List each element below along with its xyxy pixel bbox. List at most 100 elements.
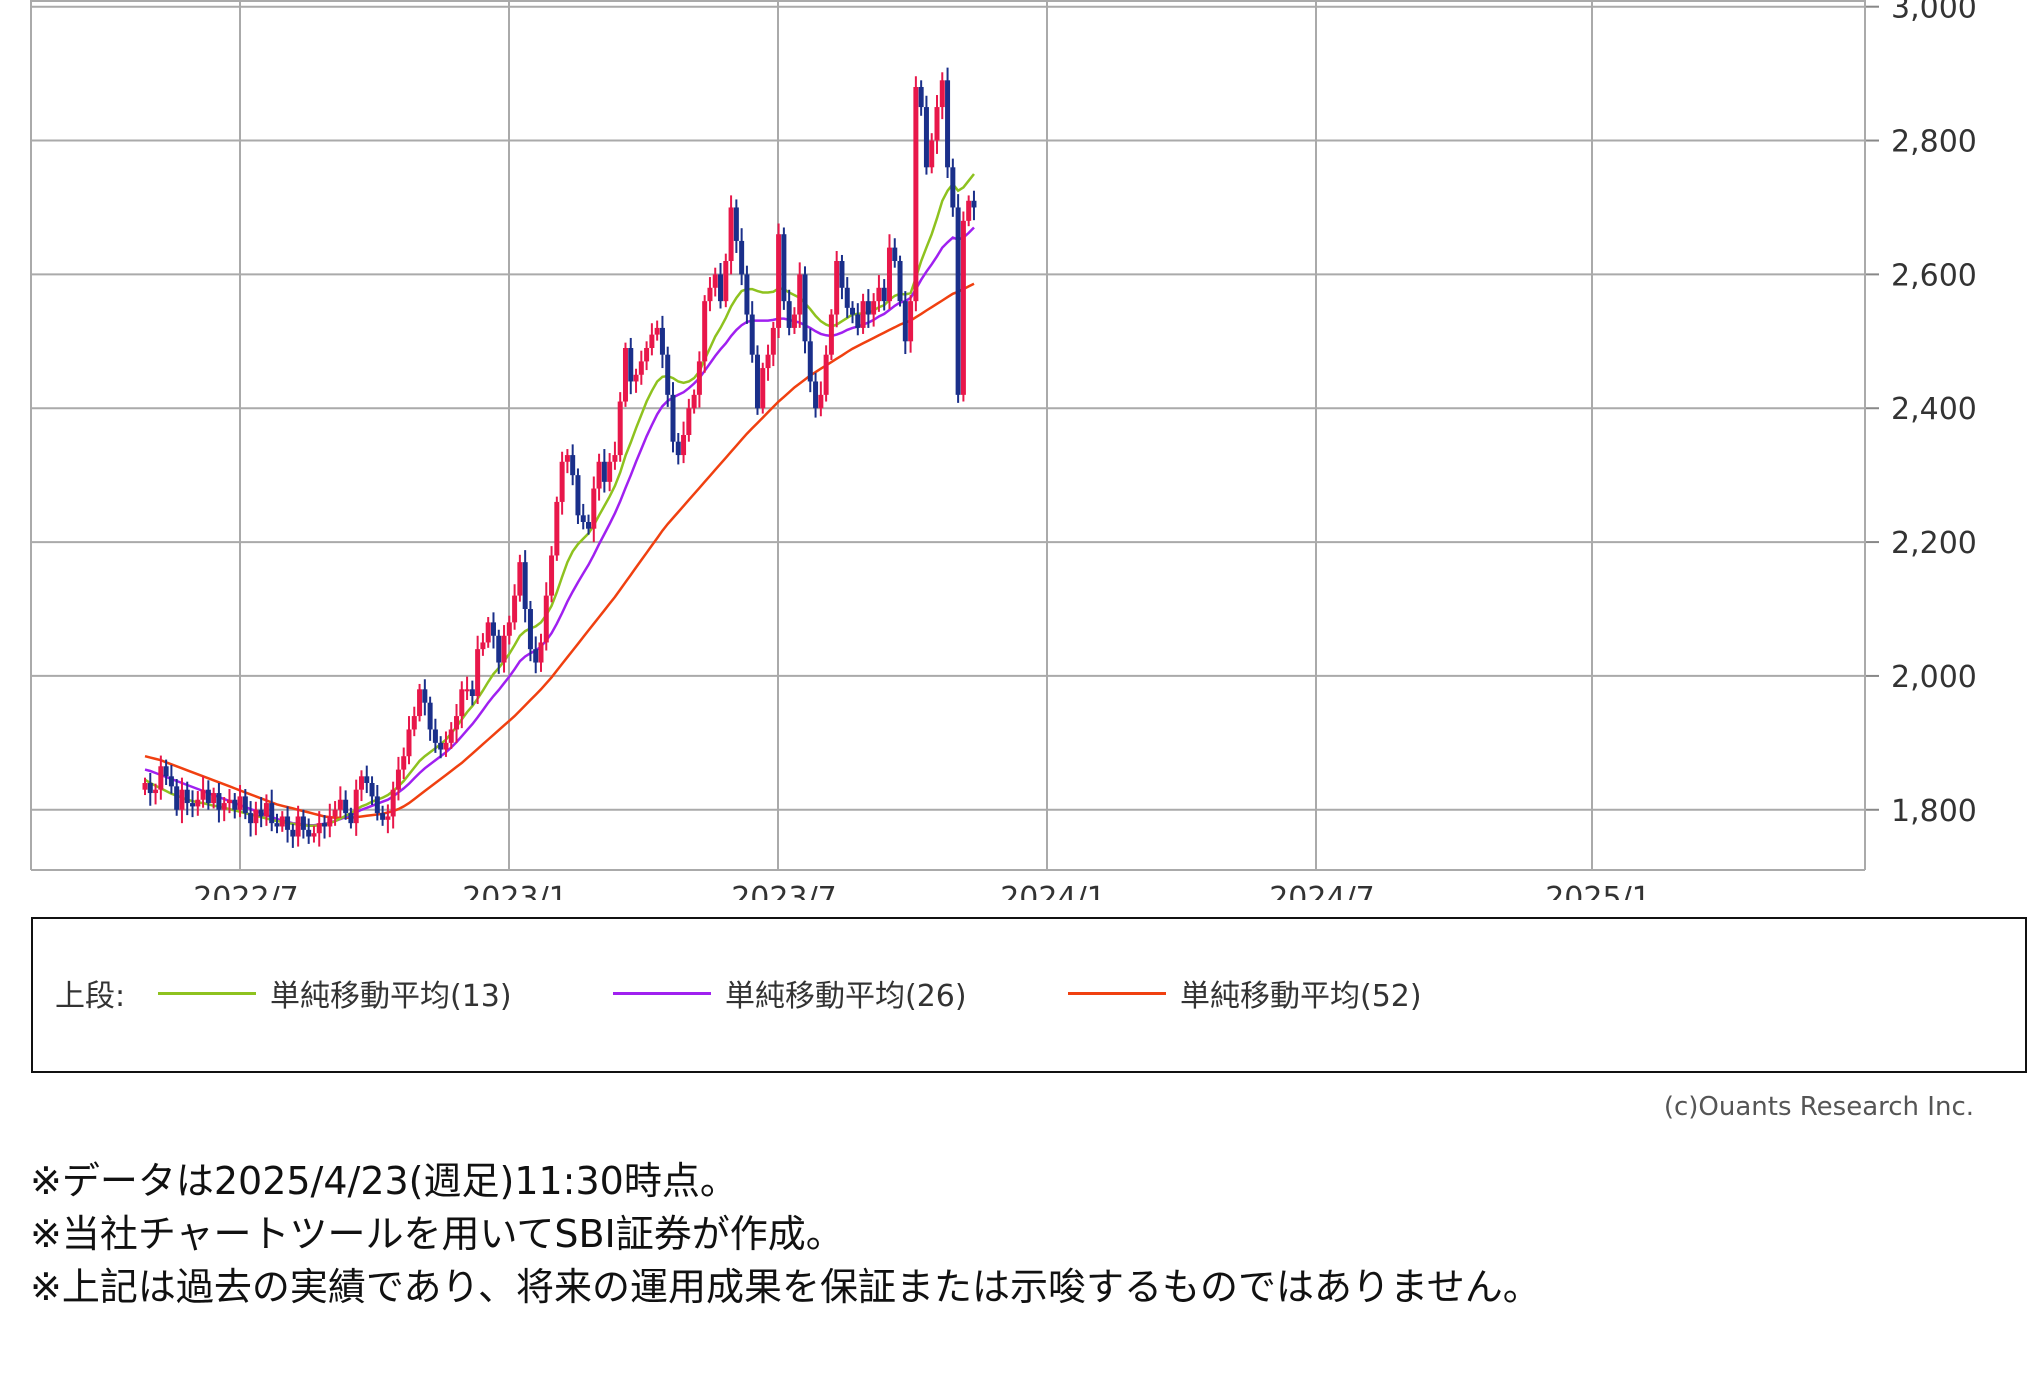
candle	[306, 818, 312, 844]
candle-body	[733, 207, 739, 241]
candle	[733, 199, 739, 253]
candle-body	[242, 796, 248, 814]
candle	[184, 781, 190, 816]
legend-prefix: 上段:	[55, 979, 126, 1014]
candle	[438, 736, 444, 759]
candle-body	[147, 783, 153, 794]
candle-body	[797, 274, 803, 315]
legend-item-sma13: 単純移動平均(13)	[158, 971, 512, 1015]
candle	[712, 267, 718, 297]
candle	[665, 346, 671, 407]
candle-body	[327, 816, 333, 827]
candle-body	[311, 833, 317, 837]
candle-body	[158, 766, 164, 790]
candle-body	[696, 361, 702, 395]
candle-body	[754, 354, 760, 409]
candle-body	[205, 789, 211, 804]
candle	[205, 780, 211, 810]
candle	[242, 789, 248, 820]
candle-body	[543, 595, 549, 643]
candle-body	[501, 635, 507, 663]
candle	[564, 449, 570, 474]
candle-body	[681, 435, 687, 456]
candle	[248, 801, 254, 837]
candle	[596, 453, 602, 501]
candle	[454, 704, 460, 743]
candle	[850, 301, 856, 324]
candle-body	[290, 829, 296, 837]
candle	[258, 797, 264, 828]
candle-body	[295, 816, 301, 837]
candle-body	[839, 261, 845, 288]
candle	[570, 444, 576, 486]
candle	[818, 381, 824, 417]
candle	[358, 770, 364, 802]
candle-body	[908, 301, 914, 342]
candle-body	[739, 240, 745, 275]
legend-label-sma26: 単純移動平均(26)	[725, 979, 967, 1014]
candle	[417, 683, 423, 722]
candle-body	[533, 649, 539, 663]
candle-body	[871, 301, 877, 315]
candle-body	[818, 394, 824, 409]
candle-body	[448, 729, 454, 743]
y-tick-label: 2,400	[1891, 392, 1977, 427]
candle-body	[322, 823, 328, 827]
candle-body	[475, 649, 481, 696]
candle-body	[374, 796, 380, 814]
candle	[290, 823, 296, 848]
candle	[200, 776, 206, 808]
candle-body	[395, 769, 401, 790]
candle	[591, 476, 597, 543]
candle	[881, 279, 887, 311]
candle	[834, 250, 840, 328]
candle-body	[844, 287, 850, 308]
candle-body	[897, 261, 903, 302]
candle-body	[596, 461, 602, 489]
candle	[807, 328, 813, 393]
candle	[575, 468, 581, 525]
candle-body	[702, 301, 708, 362]
candle	[918, 80, 924, 116]
legend-swatch-sma13	[158, 991, 256, 995]
candle	[411, 706, 417, 737]
candle	[754, 345, 760, 415]
y-tick-label: 2,200	[1891, 526, 1977, 561]
candle-body	[274, 823, 280, 827]
candle	[886, 234, 892, 310]
candle	[390, 781, 396, 829]
candle	[549, 546, 555, 603]
candle	[876, 275, 882, 312]
candle-body	[422, 689, 428, 703]
candle	[781, 227, 787, 310]
candle	[839, 254, 845, 300]
x-tick-label: 2024/7	[1269, 881, 1375, 900]
candle	[860, 293, 866, 334]
candle-body	[300, 816, 306, 830]
candle	[654, 320, 660, 341]
legend-item-sma26: 単純移動平均(26)	[613, 971, 967, 1015]
candle	[443, 731, 449, 757]
candle	[797, 262, 803, 328]
candle-body	[237, 796, 243, 810]
candle	[950, 158, 956, 217]
candle-body	[881, 287, 887, 302]
candle-body	[522, 562, 528, 609]
candle	[274, 813, 280, 834]
candle	[892, 238, 898, 268]
candle-body	[417, 689, 423, 717]
candle	[311, 825, 317, 843]
candle	[427, 696, 433, 741]
candle	[966, 195, 972, 227]
candle-body	[675, 441, 681, 456]
candle-body	[950, 167, 956, 208]
candle-body	[612, 455, 618, 462]
candle	[786, 289, 792, 336]
x-tick-label: 2025/1	[1545, 881, 1651, 900]
candle-body	[791, 314, 797, 328]
candle-body	[939, 80, 945, 108]
candle-body	[659, 327, 665, 355]
candle-body	[358, 776, 364, 790]
candle	[770, 321, 776, 367]
candle	[707, 277, 713, 312]
